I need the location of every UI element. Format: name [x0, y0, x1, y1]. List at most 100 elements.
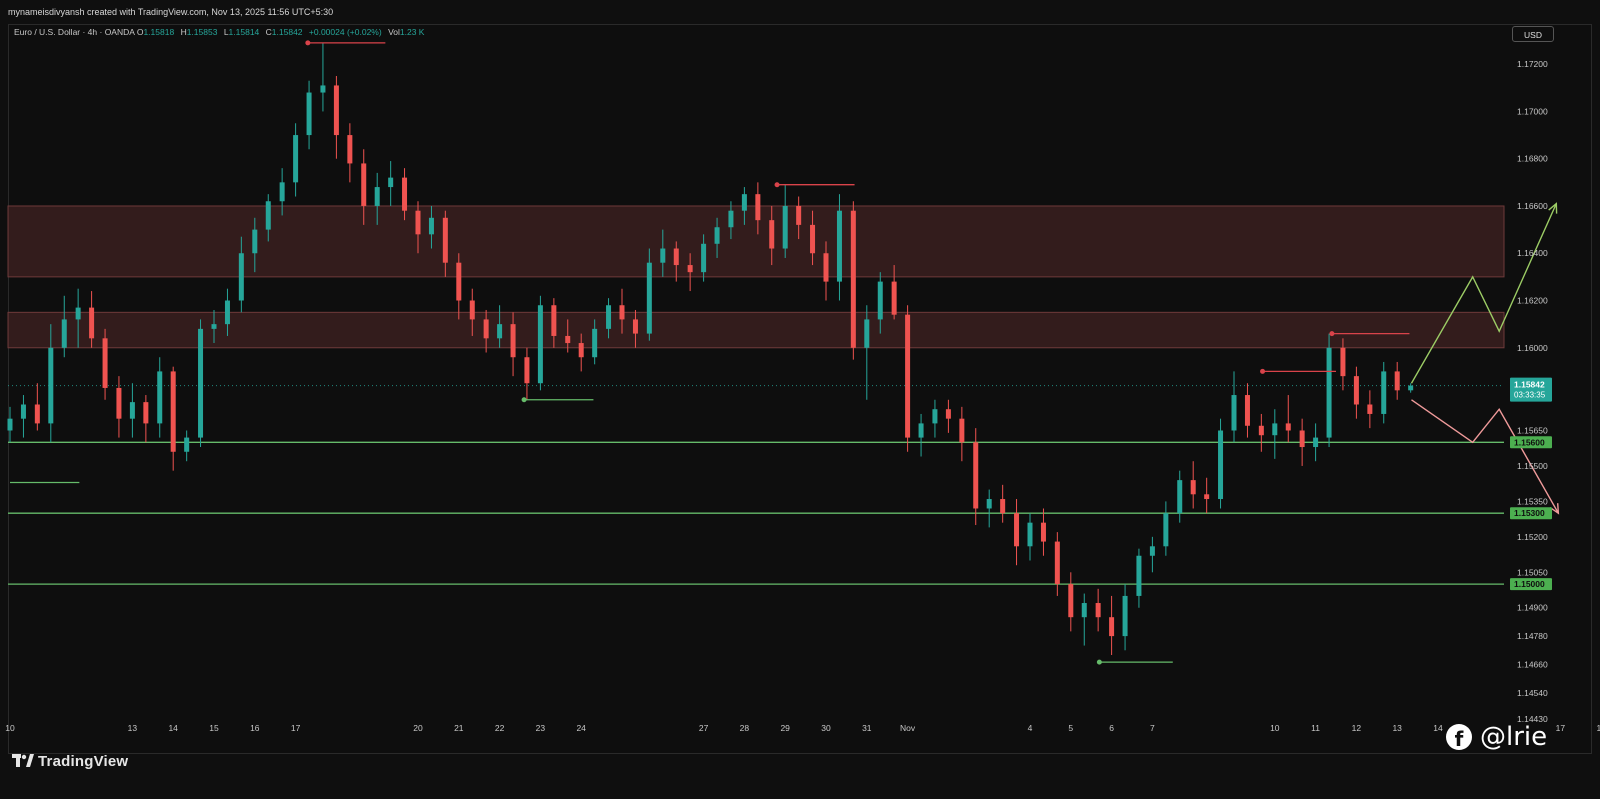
candle-body	[34, 404, 40, 424]
low-value: 1.15814	[228, 27, 260, 37]
candle	[728, 201, 734, 240]
price-axis-label: 1.15350	[1517, 496, 1548, 506]
open-label: O	[136, 27, 144, 37]
price-axis-label: 1.14900	[1517, 603, 1548, 613]
candle	[551, 298, 557, 348]
candle-body	[129, 402, 135, 419]
candle	[1367, 390, 1373, 429]
time-axis-label: 6	[1109, 723, 1114, 733]
currency-selector[interactable]: USD	[1512, 26, 1554, 42]
candle-body	[728, 210, 734, 228]
candle	[660, 229, 666, 277]
low-label: L	[223, 27, 229, 37]
swing-low-marker-2	[521, 397, 527, 403]
time-axis-label: 29	[780, 723, 790, 733]
facebook-icon: f	[1446, 724, 1472, 750]
candle-body	[1136, 555, 1142, 596]
time-axis-label: 21	[454, 723, 464, 733]
candle	[1340, 338, 1346, 391]
candle	[306, 80, 312, 150]
candle	[945, 399, 951, 433]
candle-body	[361, 163, 367, 206]
candle-body	[143, 402, 149, 424]
candle	[48, 324, 54, 443]
time-axis-label: 31	[862, 723, 872, 733]
swing-high-marker-5	[1260, 368, 1266, 374]
candle-body	[293, 135, 299, 183]
candle-body	[48, 347, 54, 424]
candle-body	[1204, 494, 1210, 500]
candle	[823, 241, 829, 301]
candle	[469, 288, 475, 336]
price-axis-label: 1.15050	[1517, 567, 1548, 577]
candle	[877, 272, 883, 334]
candle	[402, 168, 408, 221]
candle-body	[796, 205, 802, 225]
candle	[836, 194, 842, 301]
candle-body	[673, 248, 679, 266]
time-axis-label: 28	[740, 723, 750, 733]
candle-body	[592, 328, 598, 358]
candle-body	[170, 371, 176, 452]
candle-body	[537, 305, 543, 384]
time-axis-label: 11	[1311, 723, 1320, 733]
candle	[687, 253, 693, 292]
candle	[388, 161, 394, 206]
candle	[116, 376, 122, 438]
candle-body	[184, 437, 190, 452]
candle	[646, 248, 652, 341]
candle-body	[320, 85, 326, 93]
candle-body	[1190, 480, 1196, 495]
time-axis-label: 18	[1596, 723, 1600, 733]
time-axis-label: 22	[495, 723, 505, 733]
candle-body	[211, 324, 217, 329]
candle-body	[265, 201, 271, 230]
candle-body	[1394, 371, 1400, 391]
candle	[986, 489, 992, 528]
candle-body	[932, 409, 938, 424]
time-axis-label: 13	[1392, 723, 1402, 733]
projection-bearish-arrowhead	[1549, 503, 1560, 515]
candle	[293, 123, 299, 197]
candle-body	[1068, 584, 1074, 618]
tradingview-logo-icon	[12, 754, 34, 767]
candle-body	[198, 328, 204, 438]
ohlc-legend: Euro / U.S. Dollar · 4h · OANDA O1.15818…	[14, 27, 428, 37]
high-label: H	[180, 27, 187, 37]
candle	[891, 265, 897, 320]
candle	[1122, 584, 1128, 651]
time-axis-label: 10	[5, 723, 15, 733]
time-axis-label: 14	[168, 723, 178, 733]
change-value: +0.00024 (+0.02%)	[308, 27, 382, 37]
candle-body	[469, 300, 475, 320]
open-value: 1.15818	[143, 27, 175, 37]
candle	[1081, 593, 1087, 646]
candle-body	[714, 227, 720, 244]
candle-body	[959, 418, 965, 443]
candle	[1353, 366, 1359, 419]
candle-body	[1054, 541, 1060, 585]
candle	[61, 295, 67, 358]
candle-body	[836, 210, 842, 282]
swing-high-marker-1	[305, 40, 311, 46]
symbol-label[interactable]: Euro / U.S. Dollar · 4h · OANDA	[14, 27, 135, 37]
candle	[1109, 595, 1115, 656]
candle-body	[687, 265, 693, 273]
candle	[606, 298, 612, 339]
candle-body	[1367, 404, 1373, 414]
candle	[578, 333, 584, 372]
candle	[1068, 572, 1074, 632]
candle	[34, 383, 40, 431]
candle-body	[632, 319, 638, 334]
candle	[673, 241, 679, 282]
candle	[224, 288, 230, 336]
close-label: C	[265, 27, 272, 37]
candle	[769, 205, 775, 266]
time-axis-label: 10	[1270, 723, 1280, 733]
candle-body	[238, 253, 244, 301]
candle	[1177, 470, 1183, 523]
candle	[1054, 532, 1060, 596]
candle	[129, 383, 135, 438]
candle-body	[7, 418, 13, 431]
